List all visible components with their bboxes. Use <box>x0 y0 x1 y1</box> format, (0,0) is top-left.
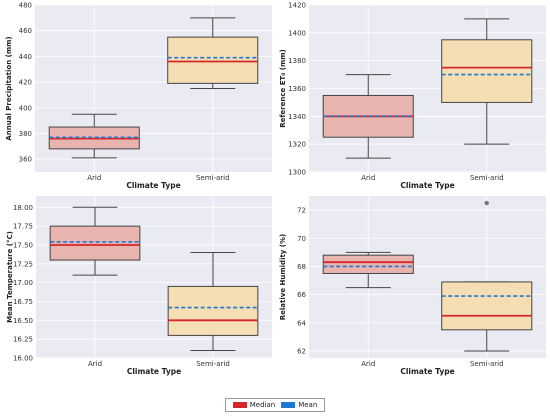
y-axis-label: Annual Precipitation (mm) <box>5 36 13 140</box>
x-axis-label: Climate Type <box>126 181 180 190</box>
y-tick-label: 420 <box>19 79 32 87</box>
panel-1: 360 380 400 420 440 460 480 Arid Semi-arid Climat… <box>5 2 272 190</box>
y-tick-label: 1360 <box>288 85 306 93</box>
iqr-box <box>167 285 259 336</box>
box-semi-arid <box>167 252 259 351</box>
y-tick-label: 1400 <box>288 29 306 37</box>
y-tick-label: 360 <box>19 156 32 164</box>
y-tick-label: 17.75 <box>13 223 33 231</box>
x-tick-label: Semi-arid <box>470 174 504 182</box>
y-tick-label: 68 <box>297 263 306 271</box>
y-tick-label: 17.50 <box>13 241 33 249</box>
y-tick-label: 17.00 <box>13 279 33 287</box>
y-tick-label: 480 <box>19 2 32 10</box>
box-arid <box>322 74 414 159</box>
x-tick-label: Semi-arid <box>196 174 230 182</box>
iqr-box <box>441 281 533 331</box>
box-arid <box>48 113 140 159</box>
y-tick-label: 380 <box>19 130 32 138</box>
y-tick-label: 1420 <box>288 2 306 10</box>
y-tick-label: 18.00 <box>13 204 33 212</box>
iqr-box <box>167 36 259 84</box>
median-swatch <box>232 402 247 408</box>
y-tick-label: 1340 <box>288 113 306 121</box>
box-arid <box>49 206 141 276</box>
y-tick-label: 16.50 <box>13 317 33 325</box>
y-tick-label: 16.25 <box>13 336 33 344</box>
legend-item-mean: Mean <box>281 401 317 409</box>
iqr-box <box>322 254 414 274</box>
legend: Median Mean <box>225 398 325 412</box>
panel-4: 62 64 66 68 70 72 Arid Semi-arid Climate Type Rel… <box>279 196 546 376</box>
panel-3: 16.00 16.25 16.50 16.75 17.00 17.25 17.50 17.75… <box>6 196 272 376</box>
y-tick-label: 460 <box>19 27 32 35</box>
box-semi-arid <box>167 17 259 89</box>
iqr-box <box>49 225 141 261</box>
x-tick-label: Semi-arid <box>196 360 230 368</box>
y-tick-label: 70 <box>297 235 306 243</box>
legend-label-mean: Mean <box>298 401 318 409</box>
x-axis-label: Climate Type <box>400 181 454 190</box>
box-semi-arid <box>441 18 533 145</box>
x-tick-label: Arid <box>87 174 101 182</box>
y-axis-label: Relative Humidity (%) <box>279 234 287 320</box>
outlier-point <box>484 200 489 206</box>
y-tick-label: 72 <box>297 207 306 215</box>
y-tick-label: 440 <box>19 53 32 61</box>
box-semi-arid <box>441 200 533 352</box>
y-tick-label: 1380 <box>288 57 306 65</box>
box-arid <box>322 251 414 289</box>
y-tick-label: 1300 <box>288 169 306 177</box>
x-tick-label: Arid <box>88 360 102 368</box>
x-tick-label: Semi-arid <box>470 360 504 368</box>
x-axis-label: Climate Type <box>127 367 181 376</box>
y-tick-label: 1320 <box>288 141 306 149</box>
y-tick-label: 16.00 <box>13 355 33 363</box>
y-tick-label: 16.75 <box>13 298 33 306</box>
y-axis-label: Reference ET₀ (mm) <box>279 49 287 128</box>
x-axis-label: Climate Type <box>400 367 454 376</box>
y-tick-label: 64 <box>297 319 306 327</box>
y-tick-label: 400 <box>19 104 32 112</box>
mean-swatch <box>281 402 296 408</box>
legend-item-median: Median <box>232 401 276 409</box>
y-axis-label: Mean Temperature (°C) <box>6 231 14 323</box>
y-tick-label: 62 <box>297 347 306 355</box>
y-tick-label: 66 <box>297 291 306 299</box>
x-tick-label: Arid <box>361 174 375 182</box>
legend-label-median: Median <box>249 401 276 409</box>
plot-area <box>309 196 546 358</box>
iqr-box <box>441 39 533 103</box>
y-tick-label: 17.25 <box>13 260 33 268</box>
panel-2: 1300 1320 1340 1360 1380 1400 1420 Arid Semi-ari… <box>279 2 546 190</box>
x-tick-label: Arid <box>361 360 375 368</box>
